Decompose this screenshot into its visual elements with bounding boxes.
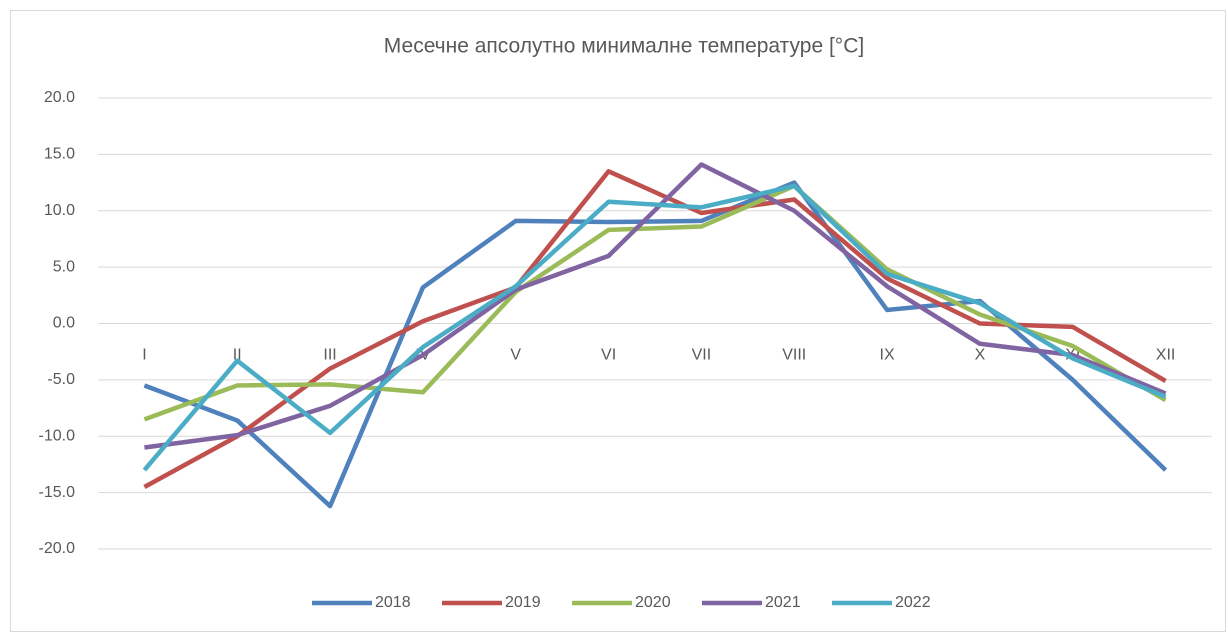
x-tick-label: X [975, 347, 986, 364]
y-tick-label: -5.0 [47, 371, 75, 388]
x-tick-label: I [142, 347, 146, 364]
x-tick-label: VII [692, 347, 712, 364]
x-tick-label: III [323, 347, 336, 364]
x-tick-label: XII [1156, 347, 1176, 364]
chart-title: Месечне апсолутно минималне температуре … [384, 35, 864, 58]
y-tick-label: -20.0 [39, 540, 76, 557]
y-tick-label: 20.0 [44, 89, 75, 106]
series-line [143, 169, 1167, 489]
y-tick-label: -15.0 [39, 484, 76, 501]
legend-label: 2022 [895, 594, 931, 611]
x-tick-label: VI [601, 347, 616, 364]
chart-frame [10, 10, 1226, 632]
x-tick-label: IX [880, 347, 895, 364]
legend-label: 2021 [765, 594, 801, 611]
y-tick-label: 5.0 [53, 258, 75, 275]
y-tick-label: 15.0 [44, 146, 75, 163]
x-tick-label: II [233, 347, 242, 364]
legend-label: 2020 [635, 594, 671, 611]
legend-label: 2018 [375, 594, 411, 611]
series-line [143, 183, 1167, 422]
legend-label: 2019 [505, 594, 541, 611]
x-tick-label: V [510, 347, 521, 364]
y-tick-label: 10.0 [44, 202, 75, 219]
y-tick-label: -10.0 [39, 427, 76, 444]
series-line [144, 162, 1167, 450]
series-line [142, 183, 1167, 472]
x-tick-label: VIII [782, 347, 806, 364]
y-tick-label: 0.0 [53, 315, 75, 332]
